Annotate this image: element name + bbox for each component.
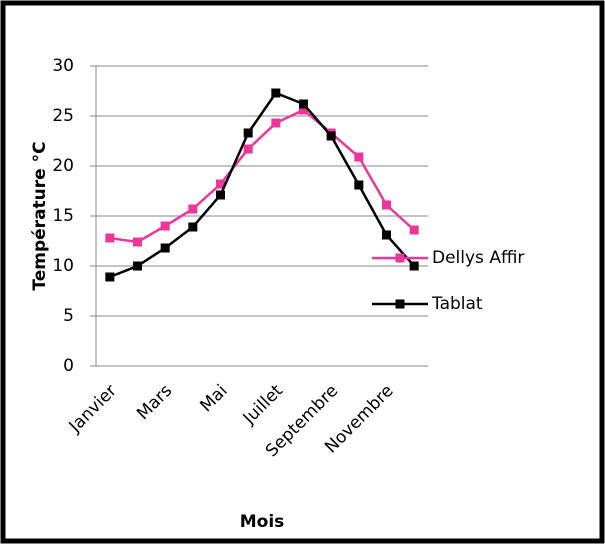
marker	[299, 105, 308, 115]
marker	[133, 237, 142, 247]
marker	[243, 144, 253, 154]
marker	[271, 118, 281, 128]
marker	[382, 230, 391, 240]
marker	[354, 180, 364, 190]
x-axis-title: Mois	[240, 512, 285, 532]
marker	[354, 152, 364, 162]
y-tick-label: 10	[52, 256, 74, 276]
series-line	[109, 91, 416, 279]
marker	[382, 200, 391, 210]
marker	[160, 221, 170, 231]
legend-label: Dellys Affir	[432, 248, 524, 268]
marker	[160, 243, 170, 253]
marker	[216, 179, 225, 189]
legend-marker	[395, 253, 405, 263]
marker	[326, 131, 336, 141]
legend-label: Tablat	[431, 294, 483, 314]
marker	[243, 128, 253, 138]
y-tick-label: 20	[52, 156, 74, 176]
marker	[105, 233, 115, 243]
y-tick-label: 15	[52, 206, 74, 226]
series-line	[109, 108, 416, 244]
marker	[105, 272, 115, 282]
marker	[299, 99, 308, 109]
marker	[133, 261, 142, 271]
marker	[188, 222, 198, 232]
marker	[409, 261, 419, 271]
y-tick-label: 25	[52, 106, 74, 126]
y-tick-label: 30	[52, 56, 74, 76]
marker	[409, 225, 419, 235]
marker	[271, 88, 281, 98]
y-tick-label: 0	[63, 356, 74, 376]
y-axis-title: Température °C	[30, 141, 50, 290]
marker	[188, 204, 198, 214]
legend-marker	[395, 299, 405, 309]
marker	[216, 190, 225, 200]
y-tick-label: 5	[63, 306, 74, 326]
